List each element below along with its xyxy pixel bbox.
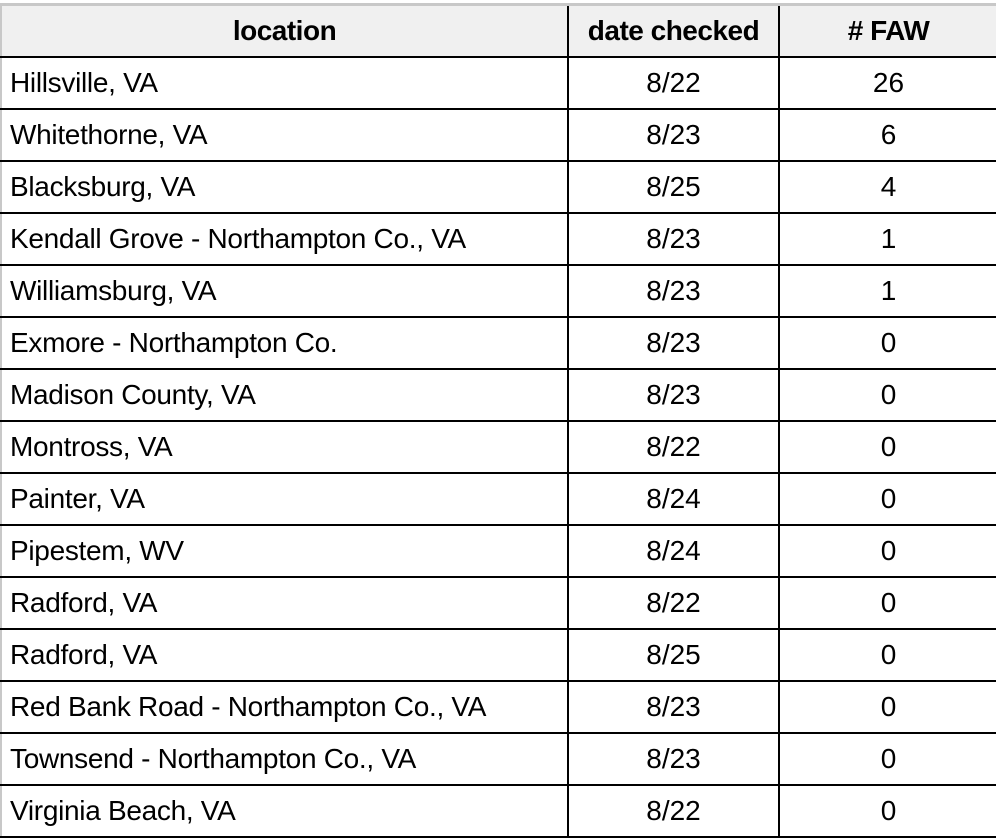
table-row: Williamsburg, VA 8/23 1 — [0, 264, 996, 318]
cell-faw-count: 1 — [778, 212, 996, 266]
faw-table: location date checked # FAW Hillsville, … — [0, 3, 996, 838]
table-row: Montross, VA 8/22 0 — [0, 420, 996, 474]
cell-location: Montross, VA — [0, 420, 569, 474]
cell-location: Hillsville, VA — [0, 56, 569, 110]
cell-date-checked: 8/22 — [567, 420, 780, 474]
cell-faw-count: 0 — [778, 316, 996, 370]
table-row: Kendall Grove - Northampton Co., VA 8/23 1 — [0, 212, 996, 266]
cell-faw-count: 0 — [778, 680, 996, 734]
cell-location: Madison County, VA — [0, 368, 569, 422]
table-row: Blacksburg, VA 8/25 4 — [0, 160, 996, 214]
table-row: Townsend - Northampton Co., VA 8/23 0 — [0, 732, 996, 786]
cell-location: Exmore - Northampton Co. — [0, 316, 569, 370]
cell-faw-count: 4 — [778, 160, 996, 214]
cell-location: Radford, VA — [0, 576, 569, 630]
table-row: Madison County, VA 8/23 0 — [0, 368, 996, 422]
cell-faw-count: 0 — [778, 472, 996, 526]
table-row: Pipestem, WV 8/24 0 — [0, 524, 996, 578]
cell-location: Williamsburg, VA — [0, 264, 569, 318]
cell-location: Radford, VA — [0, 628, 569, 682]
cell-date-checked: 8/23 — [567, 316, 780, 370]
cell-faw-count: 0 — [778, 732, 996, 786]
header-row: location date checked # FAW — [0, 3, 996, 58]
cell-date-checked: 8/23 — [567, 108, 780, 162]
cell-location: Painter, VA — [0, 472, 569, 526]
cell-date-checked: 8/23 — [567, 212, 780, 266]
cell-faw-count: 0 — [778, 784, 996, 838]
header-location: location — [0, 3, 569, 58]
cell-location: Kendall Grove - Northampton Co., VA — [0, 212, 569, 266]
cell-location: Red Bank Road - Northampton Co., VA — [0, 680, 569, 734]
cell-date-checked: 8/22 — [567, 56, 780, 110]
cell-faw-count: 0 — [778, 628, 996, 682]
cell-location: Whitethorne, VA — [0, 108, 569, 162]
cell-location: Virginia Beach, VA — [0, 784, 569, 838]
cell-date-checked: 8/23 — [567, 264, 780, 318]
cell-date-checked: 8/23 — [567, 732, 780, 786]
cell-faw-count: 0 — [778, 368, 996, 422]
table-row: Radford, VA 8/22 0 — [0, 576, 996, 630]
cell-date-checked: 8/23 — [567, 680, 780, 734]
cell-date-checked: 8/25 — [567, 628, 780, 682]
cell-faw-count: 0 — [778, 420, 996, 474]
table-row: Virginia Beach, VA 8/22 0 — [0, 784, 996, 838]
cell-location: Blacksburg, VA — [0, 160, 569, 214]
cell-faw-count: 0 — [778, 524, 996, 578]
cell-faw-count: 0 — [778, 576, 996, 630]
cell-date-checked: 8/22 — [567, 576, 780, 630]
cell-date-checked: 8/25 — [567, 160, 780, 214]
table-row: Radford, VA 8/25 0 — [0, 628, 996, 682]
cell-faw-count: 1 — [778, 264, 996, 318]
table-row: Hillsville, VA 8/22 26 — [0, 56, 996, 110]
header-faw-count: # FAW — [778, 3, 996, 58]
cell-date-checked: 8/24 — [567, 472, 780, 526]
cell-location: Townsend - Northampton Co., VA — [0, 732, 569, 786]
table-row: Exmore - Northampton Co. 8/23 0 — [0, 316, 996, 370]
cell-faw-count: 6 — [778, 108, 996, 162]
cell-date-checked: 8/22 — [567, 784, 780, 838]
table-row: Painter, VA 8/24 0 — [0, 472, 996, 526]
cell-date-checked: 8/24 — [567, 524, 780, 578]
cell-faw-count: 26 — [778, 56, 996, 110]
table-row: Red Bank Road - Northampton Co., VA 8/23 0 — [0, 680, 996, 734]
cell-location: Pipestem, WV — [0, 524, 569, 578]
header-date-checked: date checked — [567, 3, 780, 58]
table-row: Whitethorne, VA 8/23 6 — [0, 108, 996, 162]
cell-date-checked: 8/23 — [567, 368, 780, 422]
